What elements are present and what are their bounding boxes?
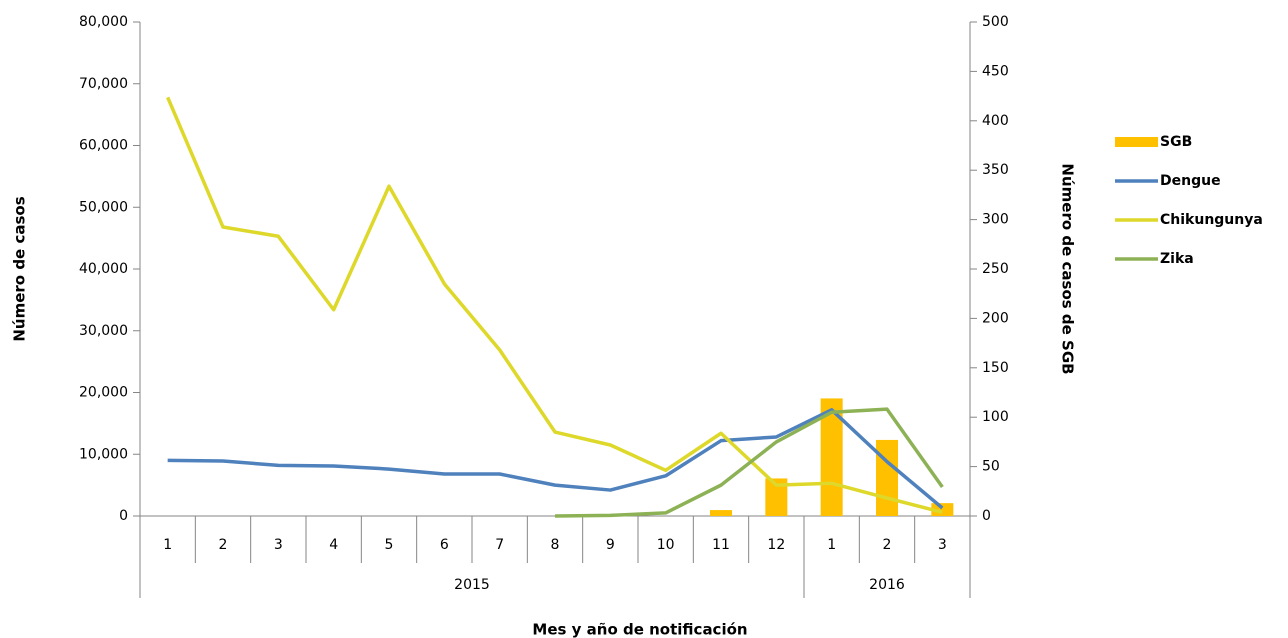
x-tick-label: 2 xyxy=(219,537,228,553)
y-tick-label: 20,000 xyxy=(79,385,128,401)
group-label: 2016 xyxy=(869,577,905,593)
y2-tick-label: 200 xyxy=(982,310,1009,326)
y2-tick-label: 300 xyxy=(982,212,1009,228)
bar xyxy=(710,510,732,516)
y-tick-label: 0 xyxy=(119,508,128,524)
y2-tick-label: 150 xyxy=(982,360,1009,376)
y2-axis-label: Número de casos de SGB xyxy=(1059,163,1077,374)
group-label: 2015 xyxy=(454,577,490,593)
y-tick-label: 60,000 xyxy=(79,138,128,154)
y-axis-label: Número de casos xyxy=(11,196,29,341)
bar xyxy=(820,398,843,516)
x-tick-label: 8 xyxy=(551,537,560,553)
x-axis-label: Mes y año de notificación xyxy=(532,621,747,638)
y2-tick-label: 50 xyxy=(982,459,1000,475)
x-tick-label: 7 xyxy=(495,537,504,553)
y2-tick-label: 400 xyxy=(982,113,1009,129)
y2-tick-label: 450 xyxy=(982,63,1009,79)
bar xyxy=(765,478,788,516)
x-tick-label: 3 xyxy=(274,537,283,553)
x-tick-label: 9 xyxy=(606,537,615,553)
legend-label: Dengue xyxy=(1160,173,1221,189)
x-tick-label: 10 xyxy=(657,537,675,553)
legend-label: Zika xyxy=(1160,251,1194,267)
line xyxy=(554,407,944,518)
x-tick-label: 12 xyxy=(767,537,785,553)
y2-tick-label: 100 xyxy=(982,409,1009,425)
bar xyxy=(876,439,898,516)
legend-label: SGB xyxy=(1160,134,1192,150)
bar xyxy=(931,503,954,516)
y-tick-label: 70,000 xyxy=(79,76,128,92)
y2-tick-label: 350 xyxy=(982,162,1009,178)
y-tick-label: 40,000 xyxy=(79,261,128,277)
y-tick-label: 30,000 xyxy=(79,323,128,339)
x-tick-label: 5 xyxy=(385,537,394,553)
x-tick-label: 4 xyxy=(329,537,338,553)
y-tick-label: 10,000 xyxy=(79,446,128,462)
x-tick-label: 2 xyxy=(883,537,892,553)
x-tick-label: 1 xyxy=(827,537,836,553)
y2-tick-label: 500 xyxy=(982,14,1009,30)
line xyxy=(166,96,943,514)
y-tick-label: 50,000 xyxy=(79,199,128,215)
y-tick-label: 80,000 xyxy=(79,14,128,30)
legend-label: Chikungunya xyxy=(1160,212,1263,228)
x-tick-label: 3 xyxy=(938,537,947,553)
line xyxy=(167,408,944,510)
x-tick-label: 6 xyxy=(440,537,449,553)
y2-tick-label: 0 xyxy=(982,508,991,524)
x-tick-label: 1 xyxy=(163,537,172,553)
x-tick-label: 11 xyxy=(712,537,730,553)
legend-swatch xyxy=(1115,137,1158,147)
y2-tick-label: 250 xyxy=(982,261,1009,277)
